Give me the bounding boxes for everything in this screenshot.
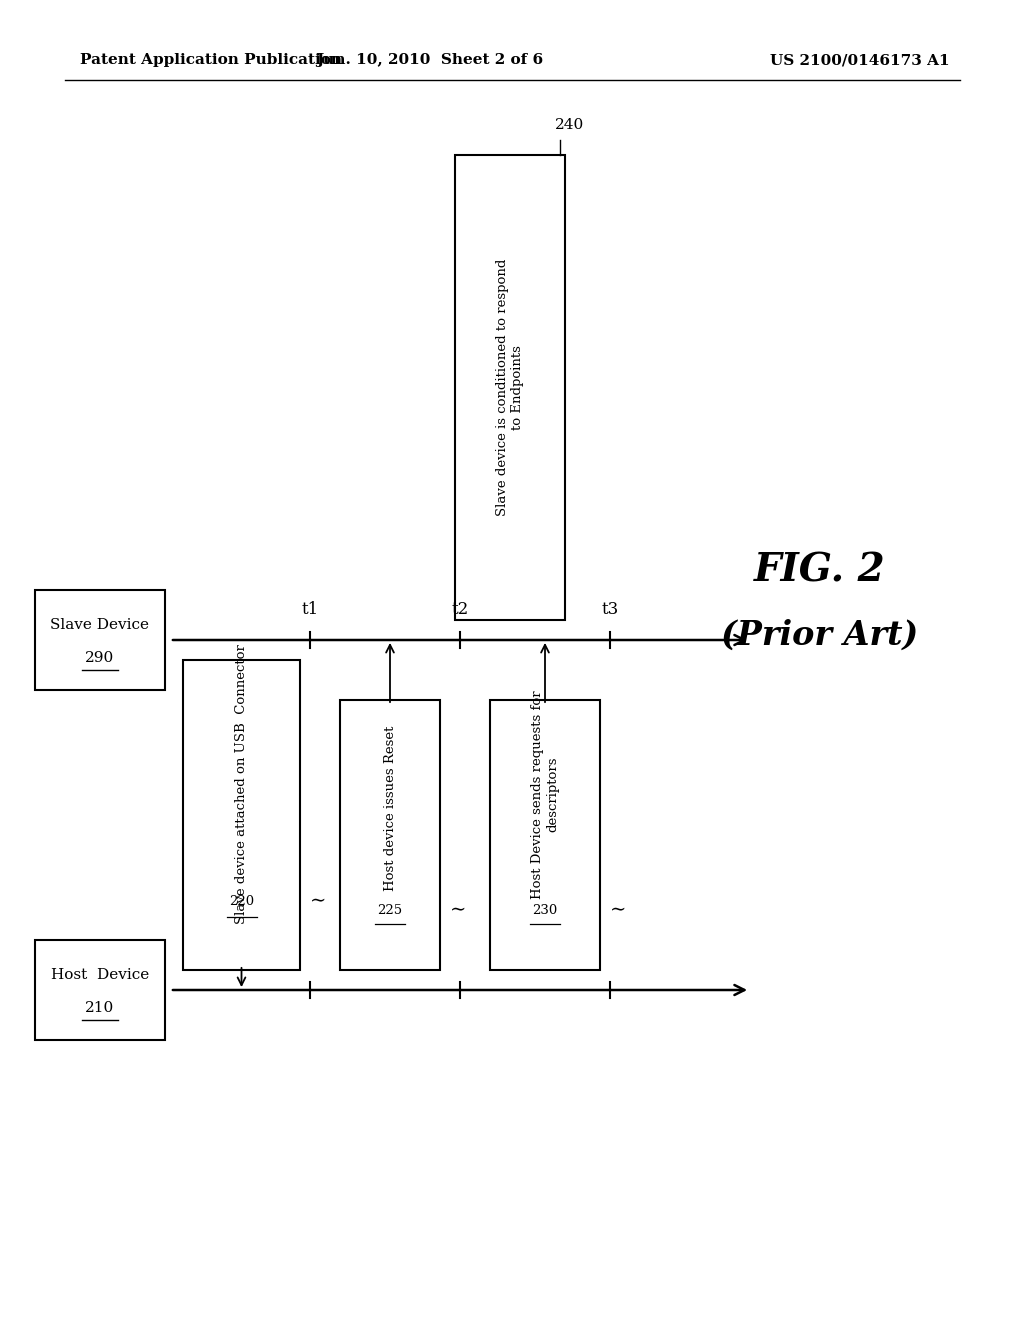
Bar [35,590,165,690]
Text: 220: 220 [229,895,254,908]
Text: 210: 210 [85,1001,115,1015]
Text: t1: t1 [301,601,318,618]
Bar [490,700,600,970]
Text: FIG. 2: FIG. 2 [755,550,886,589]
Text: Slave Device: Slave Device [50,618,150,632]
Text: 225: 225 [378,904,402,917]
Text: ∼: ∼ [450,902,466,920]
Text: Host Device sends requests for
descriptors: Host Device sends requests for descripto… [531,690,559,899]
Bar [183,660,300,970]
Text: (Prior Art): (Prior Art) [721,619,919,652]
Text: 240: 240 [555,117,585,132]
Bar [340,700,440,970]
Bar [35,940,165,1040]
Text: Host  Device: Host Device [51,968,150,982]
Text: ∼: ∼ [310,892,327,911]
Bar [455,154,565,620]
Text: 290: 290 [85,651,115,665]
Text: Host device issues Reset: Host device issues Reset [384,725,396,891]
Text: t2: t2 [452,601,469,618]
Text: t3: t3 [601,601,618,618]
Text: Patent Application Publication: Patent Application Publication [80,53,342,67]
Text: 230: 230 [532,904,558,917]
Text: Jun. 10, 2010  Sheet 2 of 6: Jun. 10, 2010 Sheet 2 of 6 [316,53,544,67]
Text: Slave device is conditioned to respond
to Endpoints: Slave device is conditioned to respond t… [496,259,524,516]
Text: ∼: ∼ [610,902,627,920]
Text: US 2100/0146173 A1: US 2100/0146173 A1 [770,53,950,67]
Text: Slave device attached on USB  Connector: Slave device attached on USB Connector [234,644,248,924]
